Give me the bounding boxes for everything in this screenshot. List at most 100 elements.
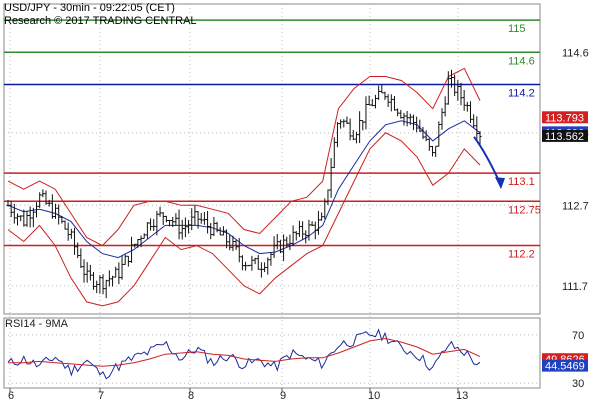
price-bar <box>339 119 343 129</box>
y-tick-label: 111.7 <box>562 281 588 293</box>
price-bar <box>377 85 381 100</box>
price-bar <box>186 220 191 234</box>
price-bar <box>205 211 210 234</box>
price-bar <box>161 212 165 225</box>
price-bar <box>15 213 20 226</box>
price-bar <box>418 119 422 133</box>
price-bar <box>332 137 336 168</box>
price-bar <box>50 194 54 219</box>
price-bar <box>323 198 327 220</box>
price-bar <box>335 122 340 148</box>
price-bar <box>126 255 130 267</box>
price-bar <box>342 119 346 128</box>
price-bar <box>269 252 273 266</box>
price-bar <box>320 212 324 221</box>
rsi-panel-title: RSI14 - 9MA <box>5 318 69 330</box>
price-bar <box>224 229 229 249</box>
price-bar <box>95 280 99 294</box>
price-bar <box>34 202 39 218</box>
price-bar <box>402 112 406 126</box>
price-bar <box>288 234 292 251</box>
rsi-line <box>7 328 481 380</box>
price-bar <box>348 118 352 141</box>
price-bar <box>190 208 194 231</box>
price-bar <box>430 145 435 157</box>
value-badge <box>542 111 588 124</box>
price-bar <box>69 228 73 239</box>
price-bar <box>53 203 58 219</box>
price-bar <box>228 234 232 251</box>
price-bar <box>247 264 251 267</box>
price-bar <box>155 210 159 236</box>
price-bar <box>272 236 276 259</box>
price-bar <box>364 96 368 130</box>
price-bar <box>193 205 197 226</box>
price-bar <box>253 257 257 265</box>
price-bar <box>408 113 412 125</box>
price-bar <box>313 221 317 240</box>
price-bar <box>180 219 184 240</box>
price-bar <box>240 255 245 271</box>
price-bar <box>354 131 359 144</box>
price-bar <box>329 157 333 198</box>
price-bar <box>60 215 64 224</box>
price-bar <box>250 255 254 271</box>
level-label: 115 <box>508 23 526 35</box>
value-badge-text: 113.562 <box>545 131 584 143</box>
price-bar <box>63 220 67 230</box>
price-bar <box>22 209 26 227</box>
price-bar <box>47 199 51 207</box>
price-bar <box>212 217 216 237</box>
price-bar <box>129 236 134 263</box>
price-bar <box>145 222 149 239</box>
price-bar <box>456 79 460 101</box>
price-bar <box>278 239 283 254</box>
price-bar <box>373 94 378 109</box>
price-bar <box>167 219 172 227</box>
rsi-y-tick-label: 30 <box>572 378 584 390</box>
price-bar <box>174 213 178 226</box>
price-bar <box>411 114 416 131</box>
price-bar <box>231 235 235 252</box>
price-bar <box>221 226 226 236</box>
price-bar <box>307 219 311 241</box>
price-bar <box>104 279 108 299</box>
price-bar <box>114 266 118 278</box>
price-bar <box>107 270 111 287</box>
value-badge-text: 113.793 <box>545 112 584 124</box>
price-bar <box>459 82 463 106</box>
price-bar <box>310 221 314 227</box>
y-tick-label: 114.6 <box>562 47 589 59</box>
price-bar <box>434 145 438 157</box>
level-label: 114.6 <box>508 55 535 67</box>
bollinger-upper-line <box>7 67 481 247</box>
price-bar <box>415 116 419 133</box>
price-bar <box>139 235 143 248</box>
price-bar <box>237 238 241 263</box>
copyright-text: Research © 2017 TRADING CENTRAL <box>4 15 197 27</box>
rsi-panel-frame <box>3 317 541 389</box>
price-bar <box>380 84 384 94</box>
price-bar <box>266 257 270 275</box>
price-bar <box>110 275 115 287</box>
rsi-y-tick-label: 70 <box>572 330 584 342</box>
price-bar <box>44 190 48 205</box>
price-bar <box>468 101 473 123</box>
y-tick-label: 112.7 <box>562 200 589 212</box>
price-bar <box>148 218 153 231</box>
level-label: 114.2 <box>508 88 535 100</box>
price-bar <box>297 220 302 237</box>
price-bar <box>446 71 450 105</box>
price-bar <box>152 219 156 231</box>
price-bar <box>41 189 45 198</box>
price-bar <box>57 204 61 225</box>
price-bar <box>6 199 10 207</box>
moving-average-line <box>7 120 481 259</box>
price-bar <box>259 262 264 278</box>
price-bar <box>31 207 35 228</box>
x-tick-label: 7 <box>98 390 104 400</box>
price-bar <box>462 89 466 111</box>
price-bar <box>367 95 371 106</box>
price-bar <box>437 121 441 147</box>
x-tick-label: 6 <box>8 390 14 400</box>
